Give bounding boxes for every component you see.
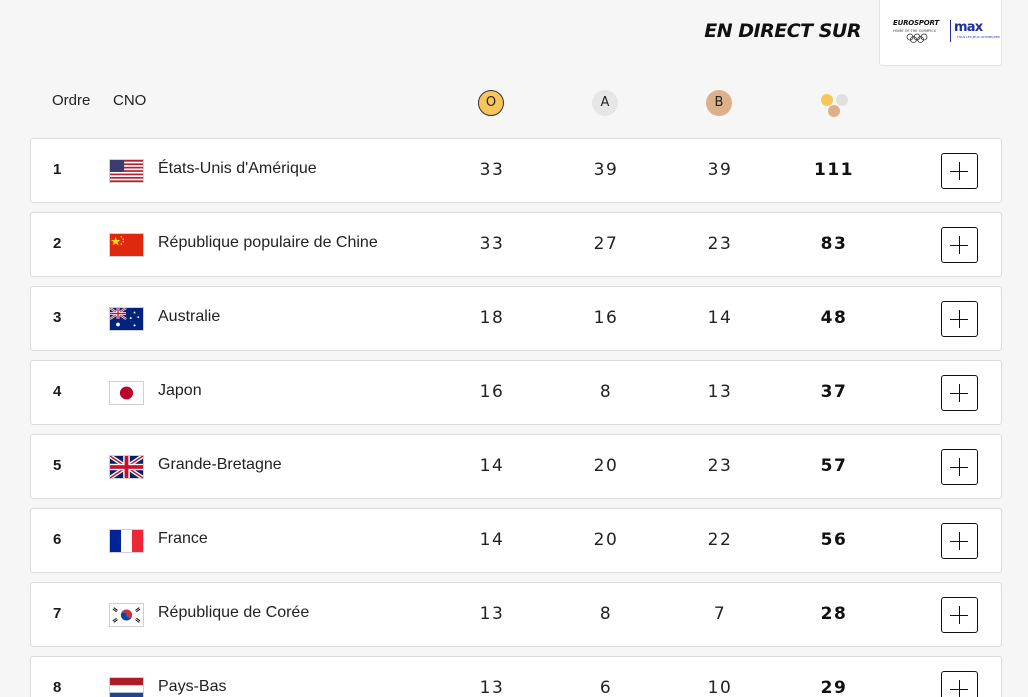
rank: 1 [53,161,62,178]
expand-row-button[interactable] [941,375,978,411]
country-name[interactable]: États-Unis d'Amérique [158,160,317,177]
bronze-count: 23 [707,456,733,476]
expand-row-button[interactable] [941,301,978,337]
total-count: 111 [814,160,854,180]
total-count: 48 [820,308,848,328]
total-count: 57 [820,456,848,476]
gold-count: 14 [479,456,505,476]
rank: 2 [53,235,62,252]
country-name[interactable]: République populaire de Chine [158,234,378,251]
table-row[interactable]: 7 République de Corée 13 8 7 28 [30,582,1002,647]
gold-count: 13 [479,678,505,697]
table-header: Ordre CNO O A B [0,84,1028,120]
rank: 8 [53,679,62,696]
expand-row-button[interactable] [941,523,978,559]
max-logo: max [954,20,983,35]
uk-flag-icon [109,455,144,479]
bronze-count: 23 [707,234,733,254]
logo-divider [950,20,951,42]
total-count: 29 [820,678,848,697]
max-tagline: TOUS LES JEUX OLYMPIQUES [957,35,1000,39]
total-count: 83 [820,234,848,254]
japan-flag-icon [109,381,144,405]
bronze-count: 7 [713,604,727,624]
gold-count: 16 [479,382,505,402]
expand-row-button[interactable] [941,153,978,189]
total-count: 37 [820,382,848,402]
bronze-count: 22 [707,530,733,550]
korea-flag-icon [109,603,144,627]
table-row[interactable]: 3 Australie 18 16 14 48 [30,286,1002,351]
silver-count: 8 [599,604,613,624]
country-name[interactable]: République de Corée [158,604,310,621]
gold-count: 33 [479,160,505,180]
gold-medal-icon[interactable]: O [478,90,504,116]
total-count: 56 [820,530,848,550]
country-name[interactable]: Japon [158,382,202,399]
gold-count: 13 [479,604,505,624]
total-count: 28 [820,604,848,624]
silver-count: 6 [599,678,613,697]
expand-row-button[interactable] [941,597,978,633]
broadcaster-logo[interactable]: EUROSPORT HOME OF THE OLYMPICS max TOUS … [879,0,1002,66]
expand-row-button[interactable] [941,671,978,697]
gold-count: 18 [479,308,505,328]
australia-flag-icon [109,307,144,331]
silver-medal-icon[interactable]: A [592,90,618,116]
bronze-medal-icon[interactable]: B [706,90,732,116]
expand-row-button[interactable] [941,449,978,485]
china-flag-icon [109,233,144,257]
country-name[interactable]: Australie [158,308,221,325]
rank: 3 [53,309,62,326]
rank: 4 [53,383,62,400]
bronze-count: 39 [707,160,733,180]
netherlands-flag-icon [109,677,144,697]
noc-column-header[interactable]: CNO [113,92,147,109]
country-name[interactable]: Grande-Bretagne [158,456,282,473]
gold-count: 33 [479,234,505,254]
silver-count: 39 [593,160,619,180]
table-row[interactable]: 1 États-Unis d'Amérique 33 39 39 111 [30,138,1002,203]
gold-count: 14 [479,530,505,550]
rank: 6 [53,531,62,548]
bronze-count: 14 [707,308,733,328]
table-row[interactable]: 2 République populaire de Chine 33 27 23… [30,212,1002,277]
expand-row-button[interactable] [941,227,978,263]
country-name[interactable]: Pays-Bas [158,678,227,695]
france-flag-icon [109,529,144,553]
rank-column-header[interactable]: Ordre [52,92,91,109]
usa-flag-icon [109,159,144,183]
silver-count: 8 [599,382,613,402]
eurosport-tagline: HOME OF THE OLYMPICS [893,29,936,33]
bronze-count: 10 [707,678,733,697]
silver-count: 20 [593,530,619,550]
table-row[interactable]: 6 France 14 20 22 56 [30,508,1002,573]
silver-count: 20 [593,456,619,476]
table-row[interactable]: 8 Pays-Bas 13 6 10 29 [30,656,1002,697]
silver-count: 16 [593,308,619,328]
top-bar: EN DIRECT SUR EUROSPORT HOME OF THE OLYM… [0,0,1028,66]
table-row[interactable]: 4 Japon 16 8 13 37 [30,360,1002,425]
eurosport-logo: EUROSPORT [893,19,939,27]
silver-count: 27 [593,234,619,254]
olympic-rings-icon [906,33,928,43]
rank: 7 [53,605,62,622]
total-medals-icon[interactable] [820,88,850,118]
live-on-label: EN DIRECT SUR [704,20,861,42]
rank: 5 [53,457,62,474]
bronze-count: 13 [707,382,733,402]
table-row[interactable]: 5 Grande-Bretagne 14 20 23 57 [30,434,1002,499]
country-name[interactable]: France [158,530,208,547]
